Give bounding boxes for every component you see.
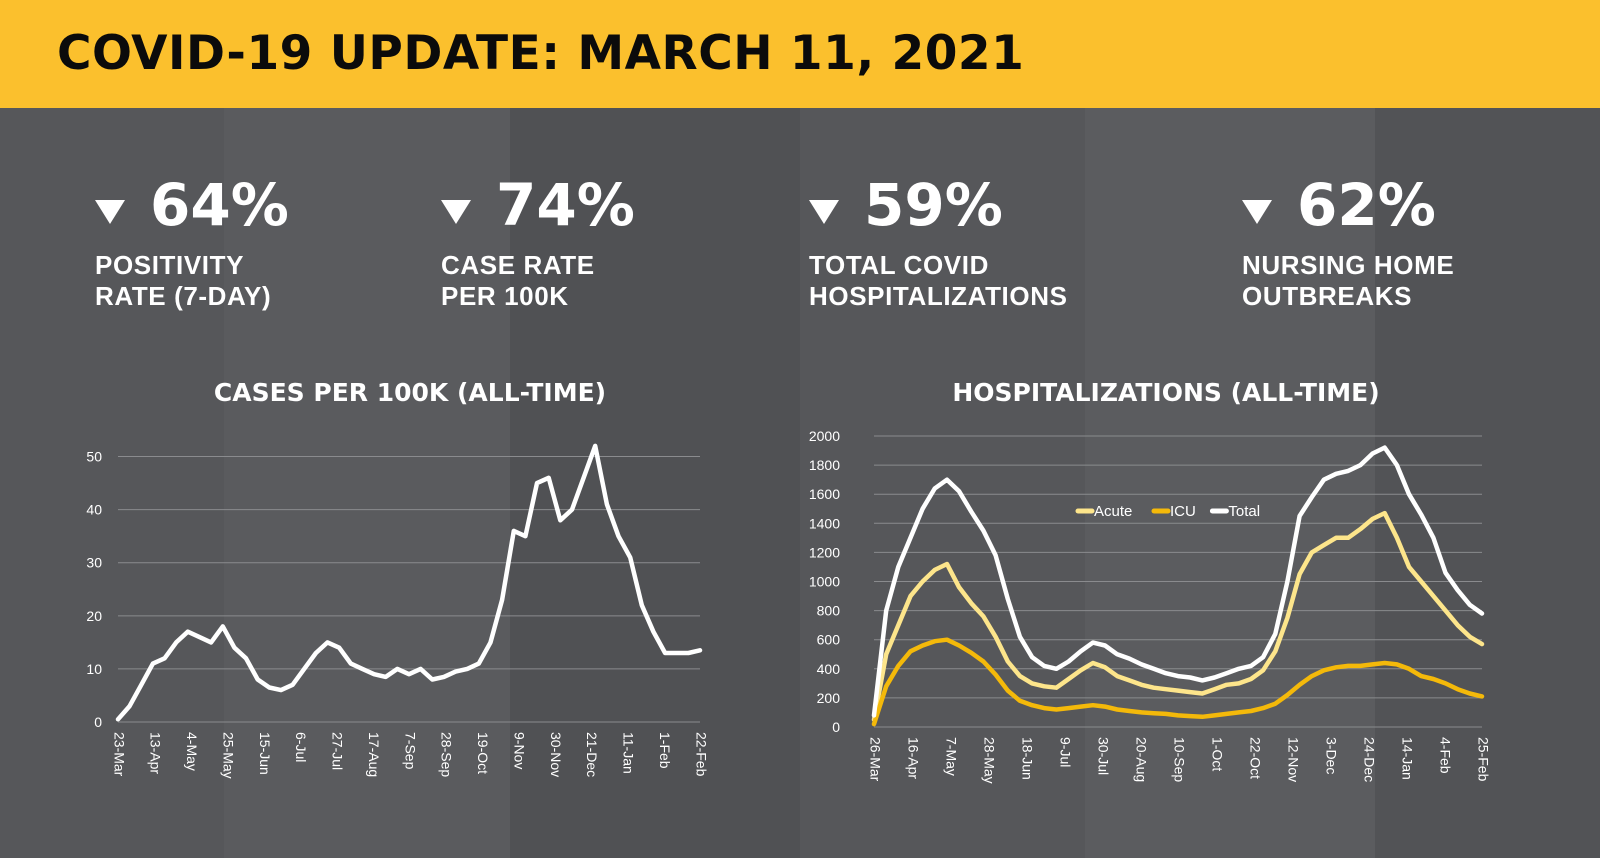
x-tick-label: 7-Sep [402, 732, 418, 770]
x-tick-label: 22-Feb [693, 732, 709, 777]
y-tick-label: 200 [817, 690, 841, 706]
total-legend-label: Total [1228, 503, 1260, 520]
stat-label-line: OUTBREAKS [1242, 281, 1413, 311]
stat-value: 74% [496, 171, 635, 239]
x-tick-label: 19-Oct [475, 732, 491, 774]
x-tick-label: 3-Dec [1323, 737, 1339, 774]
stat-value: 59% [864, 171, 1003, 239]
background-band [1085, 108, 1375, 858]
y-tick-label: 20 [86, 608, 102, 624]
stat-label-line: TOTAL COVID [809, 250, 989, 280]
background-band [1375, 108, 1600, 858]
x-tick-label: 1-Oct [1209, 737, 1225, 771]
y-tick-label: 0 [832, 719, 840, 735]
down-arrow-icon [441, 200, 471, 224]
background-band [510, 108, 800, 858]
y-tick-label: 0 [94, 714, 102, 730]
stat-label-line: HOSPITALIZATIONS [809, 281, 1068, 311]
x-tick-label: 25-May [220, 732, 236, 779]
y-tick-label: 10 [86, 661, 102, 677]
x-tick-label: 26-Mar [867, 737, 883, 782]
stat-value: 64% [150, 171, 289, 239]
background-band [224, 108, 510, 858]
acute-series-line [871, 510, 1485, 722]
y-tick-label: 1200 [809, 544, 840, 560]
x-tick-label: 13-Apr [148, 732, 164, 774]
hospitalizations-chart-title: HOSPITALIZATIONS (ALL-TIME) [952, 378, 1380, 407]
x-tick-label: 21-Dec [584, 732, 600, 777]
x-tick-label: 24-Dec [1361, 737, 1377, 782]
series-line [115, 443, 703, 722]
header-banner: COVID-19 UPDATE: MARCH 11, 2021 [0, 0, 1600, 108]
stat-label: POSITIVITY RATE (7-DAY) [95, 250, 415, 312]
x-tick-label: 12-Nov [1285, 737, 1301, 782]
cases-chart-title: CASES PER 100K (ALL-TIME) [213, 378, 607, 407]
acute-legend-label: Acute [1094, 503, 1132, 520]
stat-label: TOTAL COVID HOSPITALIZATIONS [809, 250, 1129, 312]
y-tick-label: 600 [817, 632, 841, 648]
down-arrow-icon [809, 200, 839, 224]
stat-label-line: PER 100K [441, 281, 569, 311]
x-tick-label: 25-Feb [1475, 737, 1491, 782]
hospitalizations-line-chart: 0 200 400 600 800 1000 1200 1400 1600 1800 2000 26-… [809, 428, 1491, 784]
y-tick-label: 30 [86, 555, 102, 571]
x-tick-label: 7-May [943, 737, 959, 776]
y-tick-label: 400 [817, 661, 841, 677]
x-tick-label: 4-Feb [1437, 737, 1453, 774]
y-tick-label: 2000 [809, 428, 840, 444]
x-tick-label: 30-Nov [548, 732, 564, 777]
y-tick-label: 1000 [809, 574, 840, 590]
stat-label-line: RATE (7-DAY) [95, 281, 272, 311]
y-tick-label: 800 [817, 603, 841, 619]
stat-value: 62% [1297, 171, 1436, 239]
stat-label-line: NURSING HOME [1242, 250, 1455, 280]
y-tick-label: 40 [86, 502, 102, 518]
stat-label-line: POSITIVITY [95, 250, 245, 280]
x-tick-label: 9-Jul [1057, 737, 1073, 767]
y-tick-label: 50 [86, 449, 102, 465]
x-tick-label: 4-May [184, 732, 200, 771]
page-title: COVID-19 UPDATE: MARCH 11, 2021 [57, 26, 1025, 81]
x-tick-label: 10-Sep [1171, 737, 1187, 782]
x-tick-label: 1-Feb [657, 732, 673, 769]
stat-label: CASE RATE PER 100K [441, 250, 761, 312]
x-tick-label: 30-Jul [1095, 737, 1111, 775]
y-tick-label: 1600 [809, 486, 840, 502]
x-tick-label: 15-Jun [257, 732, 273, 775]
x-tick-label: 23-Mar [111, 732, 127, 777]
total-series-line [871, 445, 1485, 718]
x-tick-label: 27-Jul [330, 732, 346, 770]
x-tick-label: 17-Aug [366, 732, 382, 777]
cases-line-chart: 0 10 20 30 40 50 23-Mar 13-Apr 4-May 25-May 15-Jun… [86, 443, 709, 779]
x-tick-label: 20-Aug [1133, 737, 1149, 782]
x-tick-label: 16-Apr [905, 737, 921, 779]
y-tick-label: 1400 [809, 515, 840, 531]
icu-legend-label: ICU [1170, 503, 1196, 520]
x-tick-label: 22-Oct [1247, 737, 1263, 779]
y-tick-label: 1800 [809, 457, 840, 473]
down-arrow-icon [95, 200, 125, 224]
x-tick-label: 6-Jul [293, 732, 309, 762]
x-tick-label: 28-Sep [439, 732, 455, 777]
x-tick-label: 9-Nov [511, 732, 527, 769]
stat-label-line: CASE RATE [441, 250, 595, 280]
x-tick-label: 18-Jun [1019, 737, 1035, 780]
x-tick-label: 28-May [981, 737, 997, 784]
stat-label: NURSING HOME OUTBREAKS [1242, 250, 1562, 312]
icu-series-line [871, 637, 1485, 727]
x-tick-label: 11-Jan [621, 732, 637, 774]
down-arrow-icon [1242, 200, 1272, 224]
x-tick-label: 14-Jan [1399, 737, 1415, 780]
